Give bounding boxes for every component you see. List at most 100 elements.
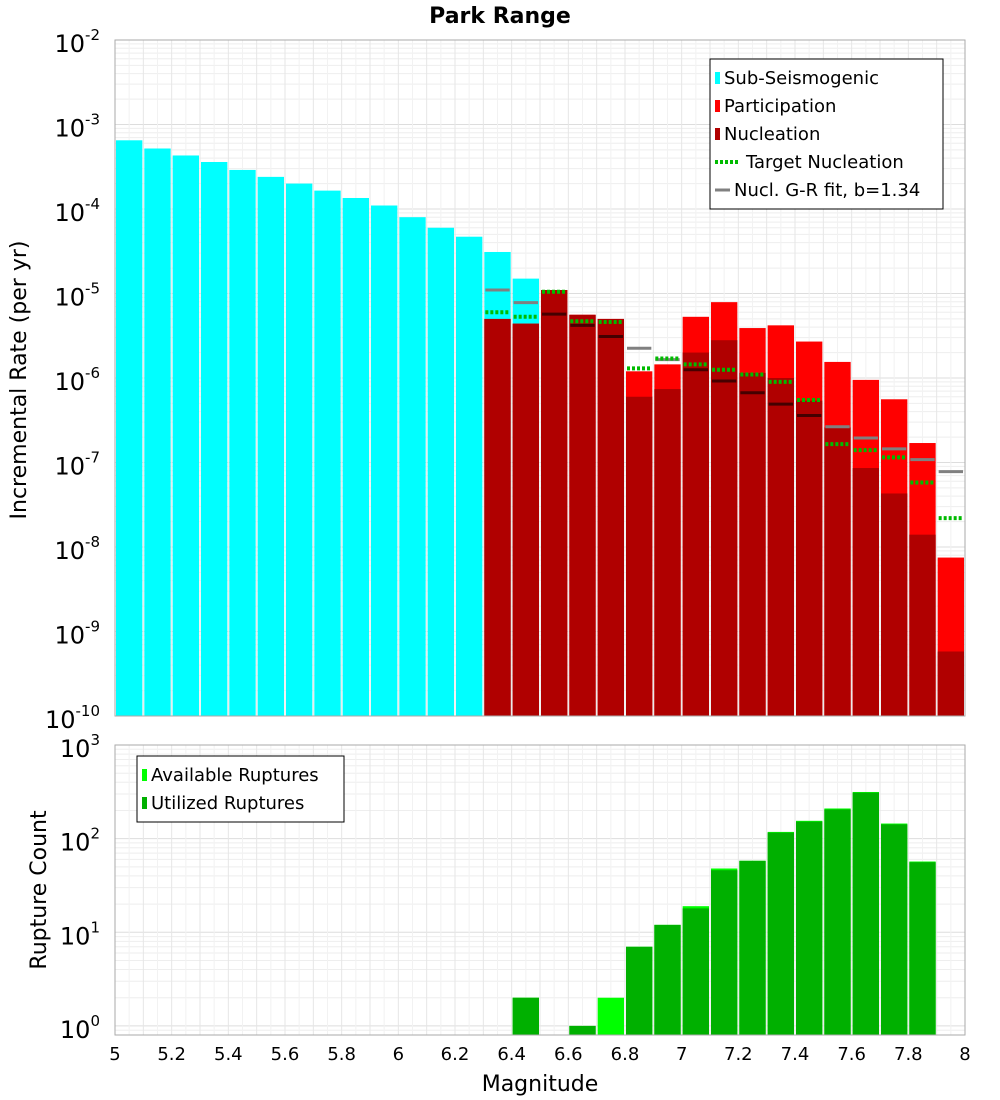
y-tick-label: 10-6: [54, 364, 100, 396]
bottom-legend: Available Ruptures Utilized Ruptures: [136, 755, 345, 823]
nucleation-bar: [541, 290, 568, 716]
x-tick-label: 5.8: [327, 1044, 356, 1065]
legend-label: Nucleation: [724, 124, 820, 145]
y-tick-exponent: 2: [90, 825, 100, 843]
y-tick-base: 10: [54, 199, 85, 227]
nucleation-bar: [484, 318, 511, 716]
top-y-axis-label: Incremental Rate (per yr): [7, 241, 32, 520]
utilized-rupture-bar: [796, 821, 823, 1035]
nucleation-bars: [484, 290, 964, 716]
y-tick-exponent: -5: [85, 280, 100, 298]
y-tick-base: 10: [54, 30, 85, 58]
bottom-plot-border: [114, 744, 966, 1036]
x-tick-label: 5.4: [214, 1044, 243, 1065]
y-tick-base: 10: [60, 735, 91, 763]
legend-swatch: [142, 769, 147, 781]
sub-seismogenic-bar: [172, 155, 199, 716]
nucleation-bar: [569, 314, 596, 716]
target-nucleation-lines: [485, 289, 963, 521]
legend-swatch: [715, 100, 720, 112]
y-tick-label: 10-8: [54, 533, 100, 565]
x-tick-label: 7.4: [781, 1044, 810, 1065]
y-tick-base: 10: [54, 622, 85, 650]
nucleation-bar: [881, 493, 908, 716]
legend-swatch: [142, 797, 147, 809]
nucleation-bar: [909, 534, 936, 716]
x-tick-label: 5.2: [157, 1044, 186, 1065]
y-tick-exponent: -3: [85, 111, 100, 129]
y-tick-exponent: -7: [85, 449, 100, 467]
y-tick-exponent: -9: [85, 618, 100, 636]
x-tick-label: 7.8: [894, 1044, 923, 1065]
y-tick-label: 100: [60, 1012, 100, 1044]
legend-label: Target Nucleation: [745, 152, 904, 173]
y-tick-label: 103: [60, 731, 100, 763]
y-tick-label: 10-3: [54, 111, 100, 143]
legend-label: Participation: [724, 96, 836, 117]
y-tick-label: 10-5: [54, 280, 100, 312]
y-tick-base: 10: [54, 453, 85, 481]
utilized-rupture-bar: [881, 824, 908, 1035]
x-tick-label: 8: [959, 1044, 970, 1065]
y-tick-label: 10-10: [45, 702, 100, 734]
y-tick-base: 10: [54, 284, 85, 312]
y-tick-base: 10: [54, 368, 85, 396]
utilized-rupture-bar: [626, 946, 653, 1035]
y-tick-label: 10-2: [54, 26, 100, 58]
x-tick-label: 5: [109, 1044, 120, 1065]
y-tick-exponent: -6: [85, 364, 100, 382]
sub-seismogenic-bar: [286, 183, 313, 716]
top-plot-border: [114, 39, 966, 717]
sub-seismogenic-bar: [314, 190, 341, 716]
chart-title: Park Range: [429, 4, 571, 29]
y-tick-label: 10-9: [54, 618, 100, 650]
y-tick-exponent: -4: [85, 195, 100, 213]
y-tick-exponent: 1: [90, 918, 100, 936]
legend-label: Sub-Seismogenic: [724, 68, 879, 89]
x-ticks: 5 5.2 5.4 5.6 5.8 6 6.2 6.4 6.6 6.8 7 7.2 7.4 7.6 7.8 8: [109, 1044, 970, 1065]
y-tick-label: 101: [60, 918, 100, 950]
y-tick-exponent: -2: [85, 26, 100, 44]
y-tick-base: 10: [54, 115, 85, 143]
available-rupture-bar: [597, 997, 624, 1035]
utilized-rupture-bar: [512, 997, 539, 1035]
y-tick-exponent: -8: [85, 533, 100, 551]
nucleation-bar: [767, 378, 794, 716]
legend-label: Nucl. G-R fit, b=1.34: [734, 180, 920, 201]
y-tick-exponent: 3: [90, 731, 100, 749]
utilized-rupture-bar: [852, 792, 879, 1035]
sub-seismogenic-bar: [201, 161, 228, 716]
x-tick-label: 6.4: [497, 1044, 526, 1065]
nucleation-bar: [682, 352, 709, 716]
top-legend: Sub-Seismogenic Participation Nucleation Ta…: [709, 58, 944, 210]
sub-seismogenic-bar: [371, 205, 398, 716]
sub-seismogenic-bar: [342, 197, 369, 716]
x-tick-label: 7.2: [724, 1044, 753, 1065]
bottom-y-axis-label: Rupture Count: [27, 810, 52, 970]
nucleation-bar: [626, 396, 653, 716]
x-tick-label: 6.8: [611, 1044, 640, 1065]
nucleation-bar: [739, 372, 766, 716]
sub-seismogenic-bar: [399, 217, 426, 716]
utilized-rupture-bars: [512, 792, 936, 1035]
y-tick-label: 10-7: [54, 449, 100, 481]
utilized-rupture-bar: [569, 1025, 596, 1035]
nucleation-bar: [512, 323, 539, 716]
legend-label: Utilized Ruptures: [151, 793, 304, 814]
sub-seismogenic-bar: [427, 227, 454, 716]
legend-box: [136, 755, 345, 823]
utilized-rupture-bar: [909, 862, 936, 1035]
legend-label: Available Ruptures: [151, 765, 319, 786]
utilized-rupture-bar: [739, 860, 766, 1035]
nucleation-bar: [824, 427, 851, 716]
y-tick-base: 10: [60, 829, 91, 857]
utilized-rupture-bar: [824, 809, 851, 1035]
sub-seismogenic-bar: [229, 169, 256, 716]
x-tick-label: 5.6: [271, 1044, 300, 1065]
utilized-rupture-bar: [682, 908, 709, 1035]
nucleation-bar: [654, 389, 681, 716]
x-tick-label: 7.6: [837, 1044, 866, 1065]
sub-seismogenic-bar: [456, 236, 483, 716]
